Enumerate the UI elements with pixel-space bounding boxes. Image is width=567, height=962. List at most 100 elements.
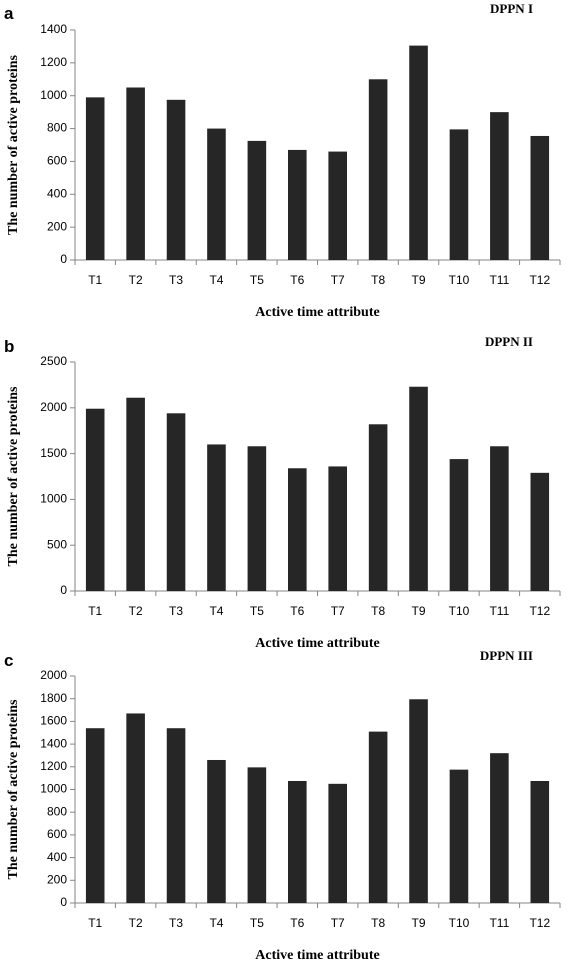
bar-t9 [409,45,428,260]
y-tick-label: 800 [47,121,67,135]
chart-panel-a: a DPPN I The number of active proteins Acti… [4,1,561,320]
y-tick-label: 1500 [40,446,67,460]
chart-panel-b: b DPPN II The number of active proteins Act… [4,334,561,651]
y-tick-label: 0 [60,583,67,597]
y-tick-label: 600 [47,154,67,168]
x-tick-label: T5 [250,604,264,618]
x-tick-label: T11 [489,916,509,930]
bar-t11 [490,112,509,261]
x-tick-label: T10 [449,273,470,287]
bar-t8 [368,424,388,591]
y-tick-label: 400 [47,186,67,200]
y-tick-label: 1000 [40,88,67,102]
y-axis-label: The number of active proteins [6,386,21,566]
x-axis-label: Active time attribute [255,636,379,651]
bar-t11 [490,446,509,591]
panel-letter: a [4,4,14,23]
x-tick-label: T4 [209,273,223,287]
chart-title: DPPN I [490,1,533,16]
chart-title: DPPN II [485,334,533,349]
x-tick-label: T4 [209,916,223,930]
x-tick-label: T5 [250,273,264,287]
bar-t7 [328,466,348,591]
x-tick-label: T6 [290,273,304,287]
x-tick-label: T1 [88,604,102,618]
x-tick-label: T7 [331,604,345,618]
bar-t8 [368,79,388,261]
bar-t10 [449,769,469,903]
bar-t12 [530,780,550,903]
x-tick-label: T6 [290,916,304,930]
x-tick-label: T12 [529,604,550,618]
bar-t6 [287,149,307,260]
x-tick-label: T8 [371,604,385,618]
bar-t6 [287,780,307,903]
bar-t4 [207,444,226,591]
y-tick-label: 1800 [40,691,67,705]
y-axis-label: The number of active proteins [6,54,21,234]
bar-t3 [166,413,186,591]
x-tick-label: T8 [371,273,385,287]
x-tick-label: T9 [412,604,426,618]
chart-title: DPPN III [480,648,533,663]
bar-t5 [247,140,267,260]
bar-t7 [328,783,348,903]
x-axis-label: Active time attribute [255,948,379,962]
bar-t2 [126,87,145,260]
x-tick-label: T9 [412,916,426,930]
bar-t1 [85,728,105,903]
x-tick-label: T2 [129,604,143,618]
y-tick-label: 500 [47,537,67,551]
y-tick-label: 1600 [40,714,67,728]
x-tick-label: T9 [412,273,426,287]
y-tick-label: 1400 [40,22,67,36]
y-axis-label: The number of active proteins [6,699,21,879]
bar-t10 [449,459,469,591]
x-tick-label: T1 [88,273,102,287]
y-tick-label: 2000 [40,668,67,682]
x-tick-label: T2 [129,916,143,930]
bar-t12 [530,472,550,591]
bar-t2 [126,713,145,903]
bar-t3 [166,728,186,903]
bar-t6 [287,468,307,591]
y-tick-label: 800 [47,804,67,818]
y-tick-label: 1000 [40,492,67,506]
bar-t3 [166,99,186,260]
x-tick-label: T12 [529,273,550,287]
x-tick-label: T3 [169,273,183,287]
y-tick-label: 0 [60,895,67,909]
x-tick-label: T6 [290,604,304,618]
y-tick-label: 200 [47,872,67,886]
x-tick-label: T5 [250,916,264,930]
bar-t9 [409,699,428,903]
bar-t12 [530,135,550,260]
chart-panel-c: c DPPN III The number of active proteins Ac… [4,648,561,962]
y-tick-label: 2000 [40,400,67,414]
x-tick-label: T11 [489,604,509,618]
panel-letter: b [4,337,14,356]
bar-t1 [85,408,105,591]
panel-letter: c [4,651,13,670]
y-tick-label: 2500 [40,354,67,368]
y-tick-label: 0 [60,252,67,266]
y-tick-label: 400 [47,850,67,864]
bar-t2 [126,397,145,591]
x-tick-label: T1 [88,916,102,930]
bar-t9 [409,386,428,591]
x-tick-label: T3 [169,604,183,618]
bar-t5 [247,446,267,591]
x-tick-label: T4 [209,604,223,618]
x-tick-label: T10 [449,604,470,618]
bar-t4 [207,128,226,260]
y-tick-label: 600 [47,827,67,841]
y-tick-label: 1400 [40,736,67,750]
bar-t5 [247,767,267,903]
x-tick-label: T3 [169,916,183,930]
x-tick-label: T8 [371,916,385,930]
x-axis-label: Active time attribute [255,305,379,320]
y-tick-label: 200 [47,219,67,233]
x-tick-label: T7 [331,916,345,930]
bar-t8 [368,731,388,903]
